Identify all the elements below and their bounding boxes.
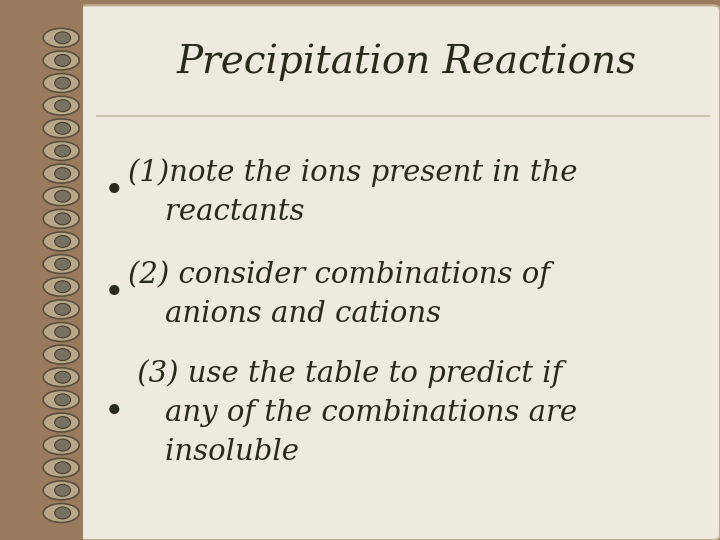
Ellipse shape: [55, 32, 71, 44]
Ellipse shape: [55, 326, 71, 338]
Ellipse shape: [55, 145, 71, 157]
Ellipse shape: [43, 119, 79, 138]
Ellipse shape: [43, 51, 79, 70]
Ellipse shape: [55, 190, 71, 202]
Ellipse shape: [43, 503, 79, 523]
Ellipse shape: [43, 187, 79, 206]
Text: •: •: [104, 396, 124, 430]
Ellipse shape: [55, 303, 71, 315]
Ellipse shape: [43, 345, 79, 364]
Ellipse shape: [43, 458, 79, 477]
Ellipse shape: [43, 436, 79, 455]
Text: (1)note the ions present in the
    reactants: (1)note the ions present in the reactant…: [128, 158, 577, 226]
Ellipse shape: [55, 372, 71, 383]
Ellipse shape: [43, 164, 79, 183]
Ellipse shape: [55, 167, 71, 179]
Ellipse shape: [55, 507, 71, 519]
Text: (2) consider combinations of
    anions and cations: (2) consider combinations of anions and …: [128, 260, 550, 328]
Ellipse shape: [43, 255, 79, 274]
Ellipse shape: [43, 413, 79, 432]
Ellipse shape: [43, 481, 79, 500]
Ellipse shape: [55, 416, 71, 428]
Text: •: •: [104, 278, 124, 311]
Ellipse shape: [43, 322, 79, 341]
Ellipse shape: [55, 235, 71, 247]
Ellipse shape: [43, 73, 79, 92]
Ellipse shape: [43, 368, 79, 387]
Ellipse shape: [55, 281, 71, 293]
Ellipse shape: [43, 390, 79, 409]
Ellipse shape: [43, 28, 79, 47]
Ellipse shape: [43, 300, 79, 319]
Ellipse shape: [55, 213, 71, 225]
Ellipse shape: [55, 100, 71, 112]
Bar: [0, 0, 83, 540]
Ellipse shape: [43, 210, 79, 228]
Ellipse shape: [55, 349, 71, 361]
Ellipse shape: [55, 484, 71, 496]
Text: (3) use the table to predict if
    any of the combinations are
    insoluble: (3) use the table to predict if any of t…: [128, 360, 577, 467]
Ellipse shape: [55, 77, 71, 89]
Ellipse shape: [55, 258, 71, 270]
FancyBboxPatch shape: [79, 5, 720, 540]
Ellipse shape: [55, 123, 71, 134]
Ellipse shape: [55, 55, 71, 66]
Ellipse shape: [43, 141, 79, 160]
Ellipse shape: [43, 96, 79, 115]
Text: Precipitation Reactions: Precipitation Reactions: [176, 43, 637, 81]
Ellipse shape: [55, 394, 71, 406]
Ellipse shape: [55, 462, 71, 474]
Text: •: •: [104, 175, 124, 208]
Ellipse shape: [43, 277, 79, 296]
Ellipse shape: [55, 439, 71, 451]
Ellipse shape: [43, 232, 79, 251]
